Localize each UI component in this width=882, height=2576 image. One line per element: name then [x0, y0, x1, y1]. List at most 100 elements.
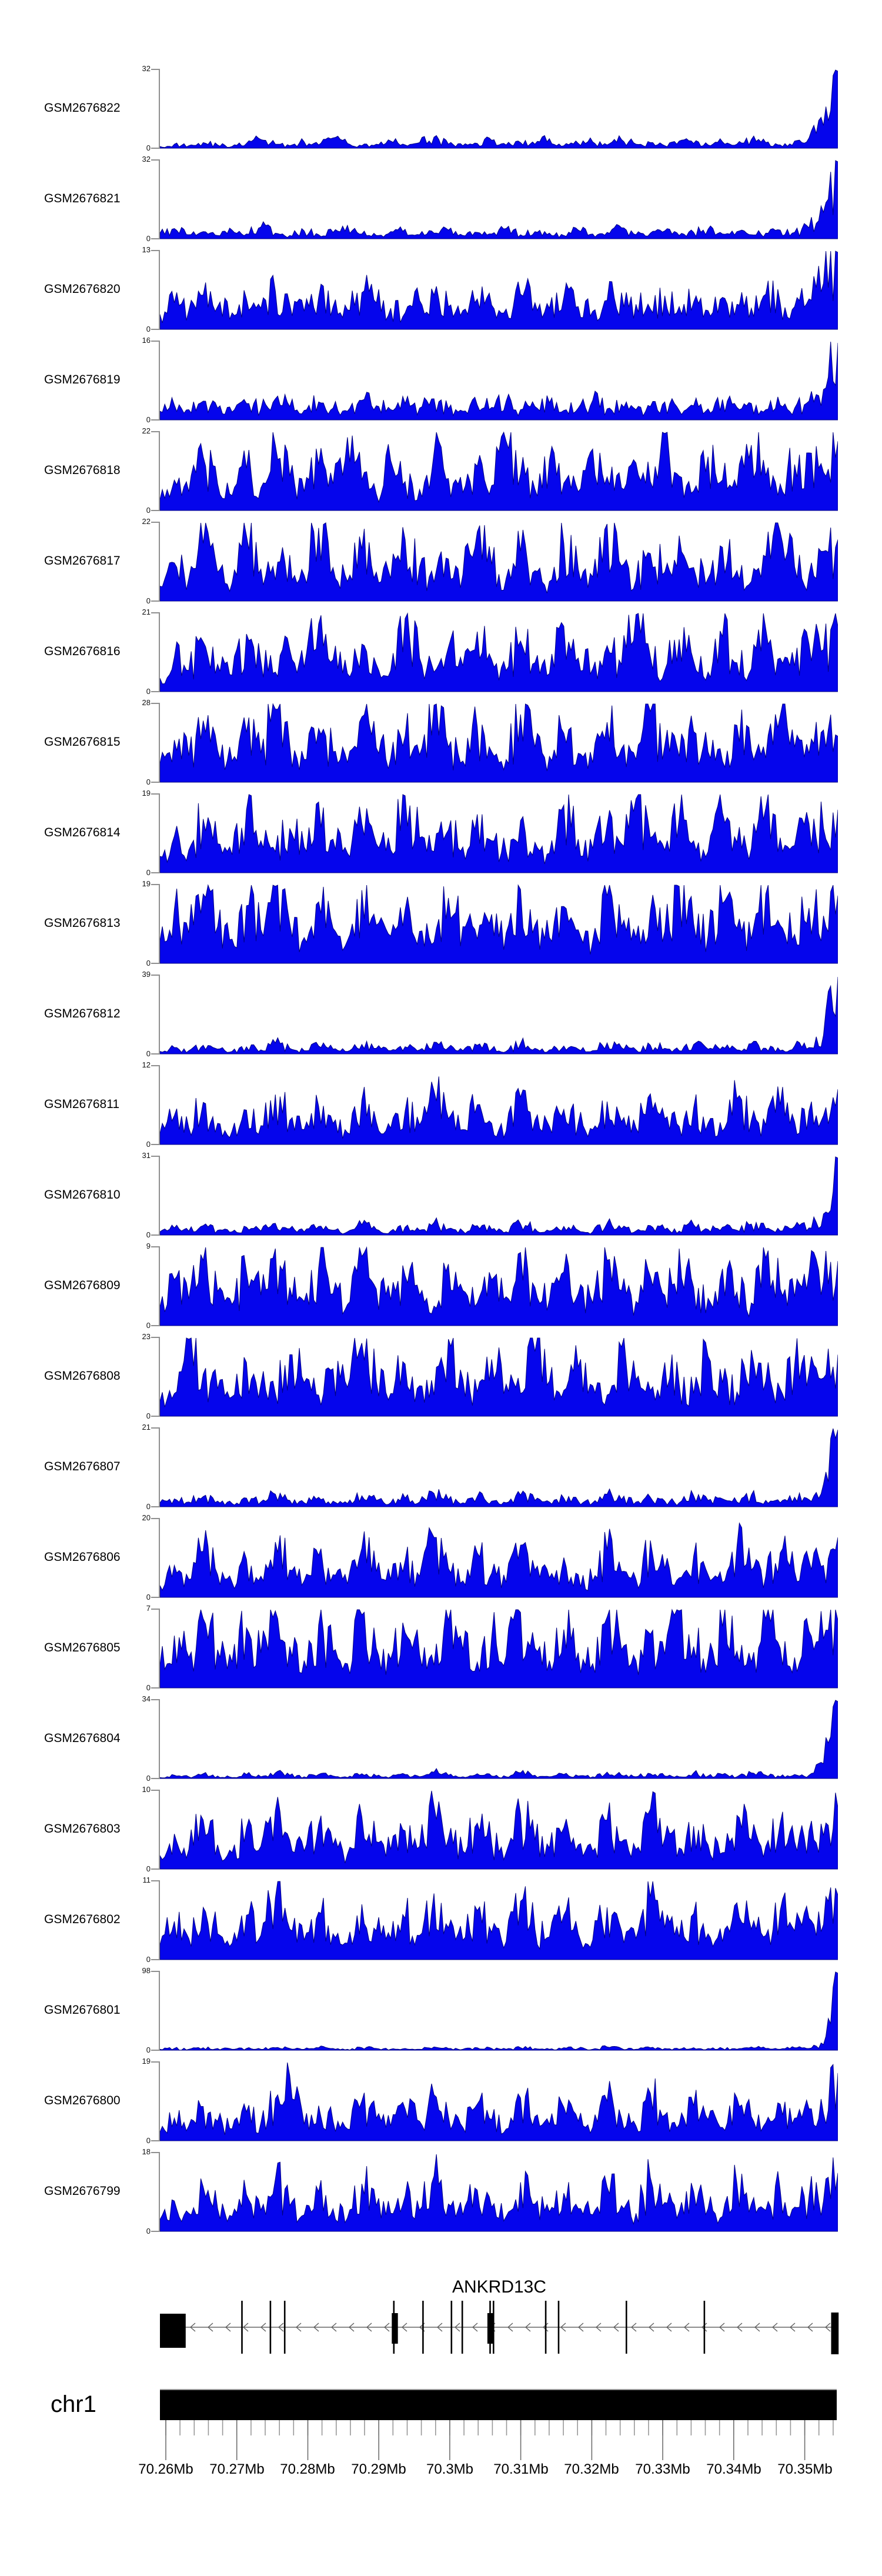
track-sample-label: GSM2676807 — [44, 1460, 121, 1473]
track-sample-label: GSM2676804 — [44, 1731, 121, 1745]
track-y-axis-line — [159, 250, 160, 330]
track-sample-label: GSM2676815 — [44, 735, 121, 749]
track-y-axis-tick-bottom — [151, 419, 159, 421]
strand-arrow-left-icon — [524, 2323, 531, 2332]
coverage-polygon — [160, 1246, 838, 1326]
track-sample-label: GSM2676801 — [44, 2003, 121, 2017]
strand-arrow-left-icon — [595, 2323, 602, 2332]
strand-arrow-left-icon — [401, 2323, 407, 2332]
track-y-axis-tick-bottom — [151, 2050, 159, 2051]
track-ymax-label: 39 — [142, 970, 151, 979]
track-y-axis-tick-top — [151, 1337, 159, 1338]
track-ymax-label: 19 — [142, 789, 151, 798]
coverage-signal-area — [160, 1700, 838, 1779]
track-ymax-label: 32 — [142, 155, 151, 163]
axis-tick-label: 70.35Mb — [777, 2461, 833, 2477]
strand-arrow-left-icon — [577, 2323, 584, 2332]
exon-line — [269, 2301, 272, 2354]
coverage-polygon — [160, 1076, 838, 1145]
track-ymax-label: 19 — [142, 879, 151, 888]
track-ymax-label: 21 — [142, 1423, 151, 1432]
strand-arrow-left-icon — [313, 2323, 319, 2332]
track-sample-label: GSM2676810 — [44, 1188, 121, 1202]
coverage-signal-area — [160, 1881, 838, 1960]
axis-tick-label: 70.34Mb — [706, 2461, 761, 2477]
coverage-signal-area — [160, 160, 838, 239]
track-ymax-label: 13 — [142, 245, 151, 254]
strand-arrow-left-icon — [613, 2323, 619, 2332]
coverage-signal-area — [160, 1971, 838, 2051]
track-ymin-label: 0 — [146, 868, 151, 877]
track-y-axis-line — [159, 793, 160, 873]
track-y-axis-line — [159, 341, 160, 421]
track-ymin-label: 0 — [146, 1774, 151, 1783]
track-y-axis-tick-bottom — [151, 963, 159, 964]
coverage-polygon — [160, 341, 838, 421]
strand-arrow-left-icon — [736, 2323, 743, 2332]
track-y-axis-line — [159, 1790, 160, 1870]
track-y-axis-line — [159, 1971, 160, 2051]
track-y-axis-tick-bottom — [151, 691, 159, 692]
track-sample-label: GSM2676812 — [44, 1007, 121, 1020]
track-sample-label: GSM2676816 — [44, 645, 121, 658]
exon-line — [241, 2301, 243, 2354]
coverage-signal-area — [160, 69, 838, 149]
strand-arrow-left-icon — [630, 2323, 637, 2332]
track-y-axis-tick-bottom — [151, 782, 159, 783]
axis-tick-label: 70.3Mb — [426, 2461, 474, 2477]
track-sample-label: GSM2676822 — [44, 101, 121, 115]
axis-tick-label: 70.26Mb — [138, 2461, 193, 2477]
coverage-signal-area — [160, 1428, 838, 1507]
strand-arrow-left-icon — [278, 2323, 284, 2332]
coverage-signal-area — [160, 1609, 838, 1689]
last-exon-box — [831, 2313, 839, 2354]
strand-arrow-left-icon — [824, 2323, 831, 2332]
track-ymin-label: 0 — [146, 1049, 151, 1058]
axis-tick-label: 70.28Mb — [280, 2461, 335, 2477]
coverage-polygon — [160, 1790, 838, 1870]
track-y-axis-tick-bottom — [151, 2231, 159, 2232]
track-y-axis-line — [159, 431, 160, 511]
track-ymax-label: 31 — [142, 1151, 151, 1160]
track-ymin-label: 0 — [146, 234, 151, 243]
track-y-axis-tick-top — [151, 341, 159, 342]
track-y-axis-tick-top — [151, 1699, 159, 1700]
track-ymin-label: 0 — [146, 1412, 151, 1420]
track-y-axis-tick-top — [151, 884, 159, 885]
cds-exon-box — [487, 2313, 494, 2344]
exon-line — [703, 2301, 706, 2354]
chromosome-label: chr1 — [51, 2391, 96, 2417]
coverage-signal-area — [160, 2154, 838, 2232]
track-ymin-label: 0 — [146, 1955, 151, 1964]
track-ymin-label: 0 — [146, 506, 151, 515]
track-y-axis-tick-bottom — [151, 1144, 159, 1145]
coverage-signal-area — [160, 1790, 838, 1870]
exon-line — [461, 2301, 463, 2354]
track-ymax-label: 10 — [142, 1785, 151, 1794]
track-y-axis-tick-top — [151, 1880, 159, 1881]
track-y-axis-tick-top — [151, 703, 159, 704]
track-y-axis-tick-top — [151, 793, 159, 795]
track-y-axis-tick-top — [151, 612, 159, 613]
track-y-axis-line — [159, 1880, 160, 1960]
axis-tick-label: 70.32Mb — [564, 2461, 619, 2477]
coverage-polygon — [160, 612, 838, 692]
track-y-axis-tick-bottom — [151, 1868, 159, 1870]
exon-line — [493, 2301, 495, 2354]
strand-arrow-left-icon — [807, 2323, 813, 2332]
track-ymin-label: 0 — [146, 1502, 151, 1511]
track-y-axis-line — [159, 2152, 160, 2232]
track-y-axis-tick-bottom — [151, 1325, 159, 1326]
strand-arrow-left-icon — [771, 2323, 778, 2332]
track-ymin-label: 0 — [146, 778, 151, 786]
track-ymin-label: 0 — [146, 1140, 151, 1149]
coverage-signal-area — [160, 1246, 838, 1326]
track-y-axis-tick-top — [151, 1971, 159, 1972]
track-ymin-label: 0 — [146, 415, 151, 424]
strand-arrow-left-icon — [383, 2323, 390, 2332]
coverage-polygon — [160, 1337, 838, 1417]
track-y-axis-tick-top — [151, 431, 159, 432]
track-y-axis-tick-bottom — [151, 2140, 159, 2141]
track-y-axis-line — [159, 1699, 160, 1779]
